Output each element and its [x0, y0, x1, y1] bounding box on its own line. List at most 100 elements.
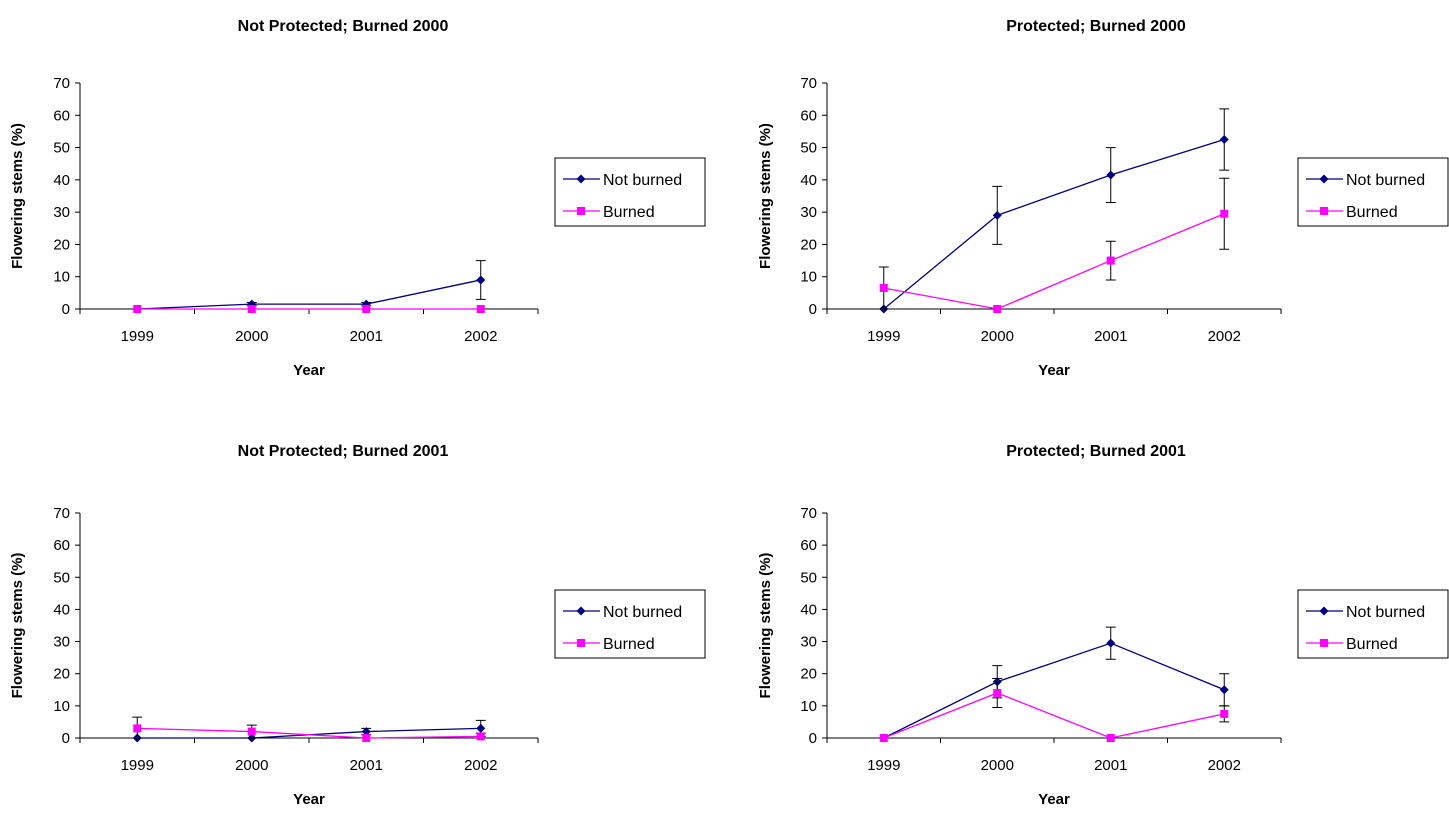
y-tick-label: 50 — [53, 569, 70, 586]
y-tick-label: 20 — [53, 236, 70, 253]
y-tick-label: 70 — [53, 505, 70, 522]
legend: Not burned Burned — [554, 589, 706, 659]
data-point — [133, 724, 142, 733]
x-tick-label: 2000 — [981, 757, 1014, 774]
x-axis-label: Year — [1038, 362, 1070, 379]
data-point — [362, 734, 371, 742]
legend-marker — [1320, 639, 1328, 647]
legend-label: Not burned — [1346, 172, 1425, 189]
x-tick-label: 2001 — [1094, 328, 1127, 345]
y-tick-label: 50 — [800, 140, 817, 157]
series-line-burned — [883, 692, 1225, 739]
data-point — [476, 732, 485, 741]
data-point — [1219, 685, 1229, 695]
y-tick-label: 20 — [53, 666, 70, 683]
data-point — [476, 723, 486, 733]
data-point — [992, 210, 1002, 220]
y-tick-label: 30 — [53, 634, 70, 651]
y-tick-label: 10 — [800, 698, 817, 715]
legend: Not burned Burned — [1297, 157, 1449, 227]
x-tick-label: 1999 — [121, 328, 154, 345]
y-axis-label: Flowering stems (%) — [9, 123, 26, 269]
y-tick-label: 50 — [53, 140, 70, 157]
data-point — [361, 727, 371, 737]
data-point — [476, 275, 486, 285]
x-tick-label: 2002 — [1208, 328, 1241, 345]
data-point — [1219, 135, 1229, 144]
x-tick-label: 1999 — [867, 328, 900, 345]
legend-label: Burned — [1346, 636, 1398, 653]
legend-label: Burned — [603, 204, 655, 221]
x-tick-label: 2002 — [1208, 757, 1241, 774]
chart-title: Not Protected; Burned 2001 — [238, 443, 449, 460]
y-axis-label: Flowering stems (%) — [757, 553, 774, 699]
y-tick-label: 0 — [62, 730, 70, 747]
legend-marker — [576, 174, 586, 184]
y-tick-label: 70 — [800, 505, 817, 522]
series-line-burned — [883, 213, 1225, 310]
y-tick-label: 20 — [800, 236, 817, 253]
data-point — [1106, 734, 1115, 742]
y-tick-label: 50 — [800, 569, 817, 586]
data-point — [1106, 638, 1116, 648]
series-line-not-burned — [883, 642, 1225, 739]
y-tick-label: 30 — [53, 204, 70, 221]
y-tick-label: 0 — [809, 730, 817, 747]
data-point — [879, 734, 888, 742]
legend: Not burned Burned — [554, 157, 706, 227]
chart-panel-4: Protected; Burned 2001 0 10 20 30 40 50 60 70 199… — [757, 443, 1449, 808]
x-tick-label: 2001 — [350, 757, 383, 774]
legend-marker — [577, 207, 585, 215]
x-tick-label: 2001 — [350, 328, 383, 345]
y-tick-label: 0 — [809, 301, 817, 318]
legend-label: Not burned — [603, 172, 682, 189]
legend-marker — [1319, 606, 1329, 616]
data-point — [476, 305, 485, 313]
y-tick-label: 10 — [53, 698, 70, 715]
legend-marker — [1320, 207, 1328, 215]
x-axis-label: Year — [293, 362, 325, 379]
x-tick-label: 1999 — [867, 757, 900, 774]
x-tick-label: 1999 — [121, 757, 154, 774]
data-point — [993, 305, 1002, 313]
data-point — [1220, 709, 1229, 718]
legend-label: Burned — [1346, 204, 1398, 221]
y-tick-label: 10 — [800, 269, 817, 286]
chart-title: Protected; Burned 2001 — [1006, 443, 1186, 460]
y-tick-label: 70 — [800, 75, 817, 92]
y-axis-label: Flowering stems (%) — [9, 553, 26, 699]
x-tick-label: 2000 — [235, 328, 268, 345]
legend-label: Burned — [603, 636, 655, 653]
legend: Not burned Burned — [1297, 589, 1449, 659]
x-tick-label: 2002 — [464, 328, 497, 345]
data-point — [879, 284, 888, 293]
y-tick-label: 30 — [800, 634, 817, 651]
data-point — [247, 305, 256, 313]
legend-marker — [576, 606, 586, 616]
legend-label: Not burned — [603, 604, 682, 621]
y-tick-label: 30 — [800, 204, 817, 221]
y-axis-label: Flowering stems (%) — [757, 123, 774, 269]
x-axis-label: Year — [293, 791, 325, 808]
y-tick-label: 60 — [800, 107, 817, 124]
chart-panel-2: Protected; Burned 2000 0 10 20 30 40 50 60 70 199… — [757, 18, 1449, 379]
y-tick-label: 0 — [62, 301, 70, 318]
chart-panel-1: Not Protected; Burned 2000 0 10 20 30 40 50 60 7… — [9, 18, 706, 379]
data-point — [1220, 209, 1229, 218]
y-tick-label: 60 — [53, 537, 70, 554]
data-point — [247, 727, 256, 736]
x-tick-label: 2001 — [1094, 757, 1127, 774]
data-point — [1106, 170, 1116, 180]
series-line-not-burned — [883, 138, 1225, 310]
y-tick-label: 40 — [53, 172, 70, 189]
data-point — [993, 689, 1002, 697]
data-point — [1106, 256, 1115, 265]
legend-marker — [577, 639, 585, 647]
legend-label: Not burned — [1346, 604, 1425, 621]
y-tick-label: 60 — [53, 107, 70, 124]
chart-title: Protected; Burned 2000 — [1006, 18, 1186, 35]
y-tick-label: 40 — [53, 601, 70, 618]
x-tick-label: 2000 — [981, 328, 1014, 345]
